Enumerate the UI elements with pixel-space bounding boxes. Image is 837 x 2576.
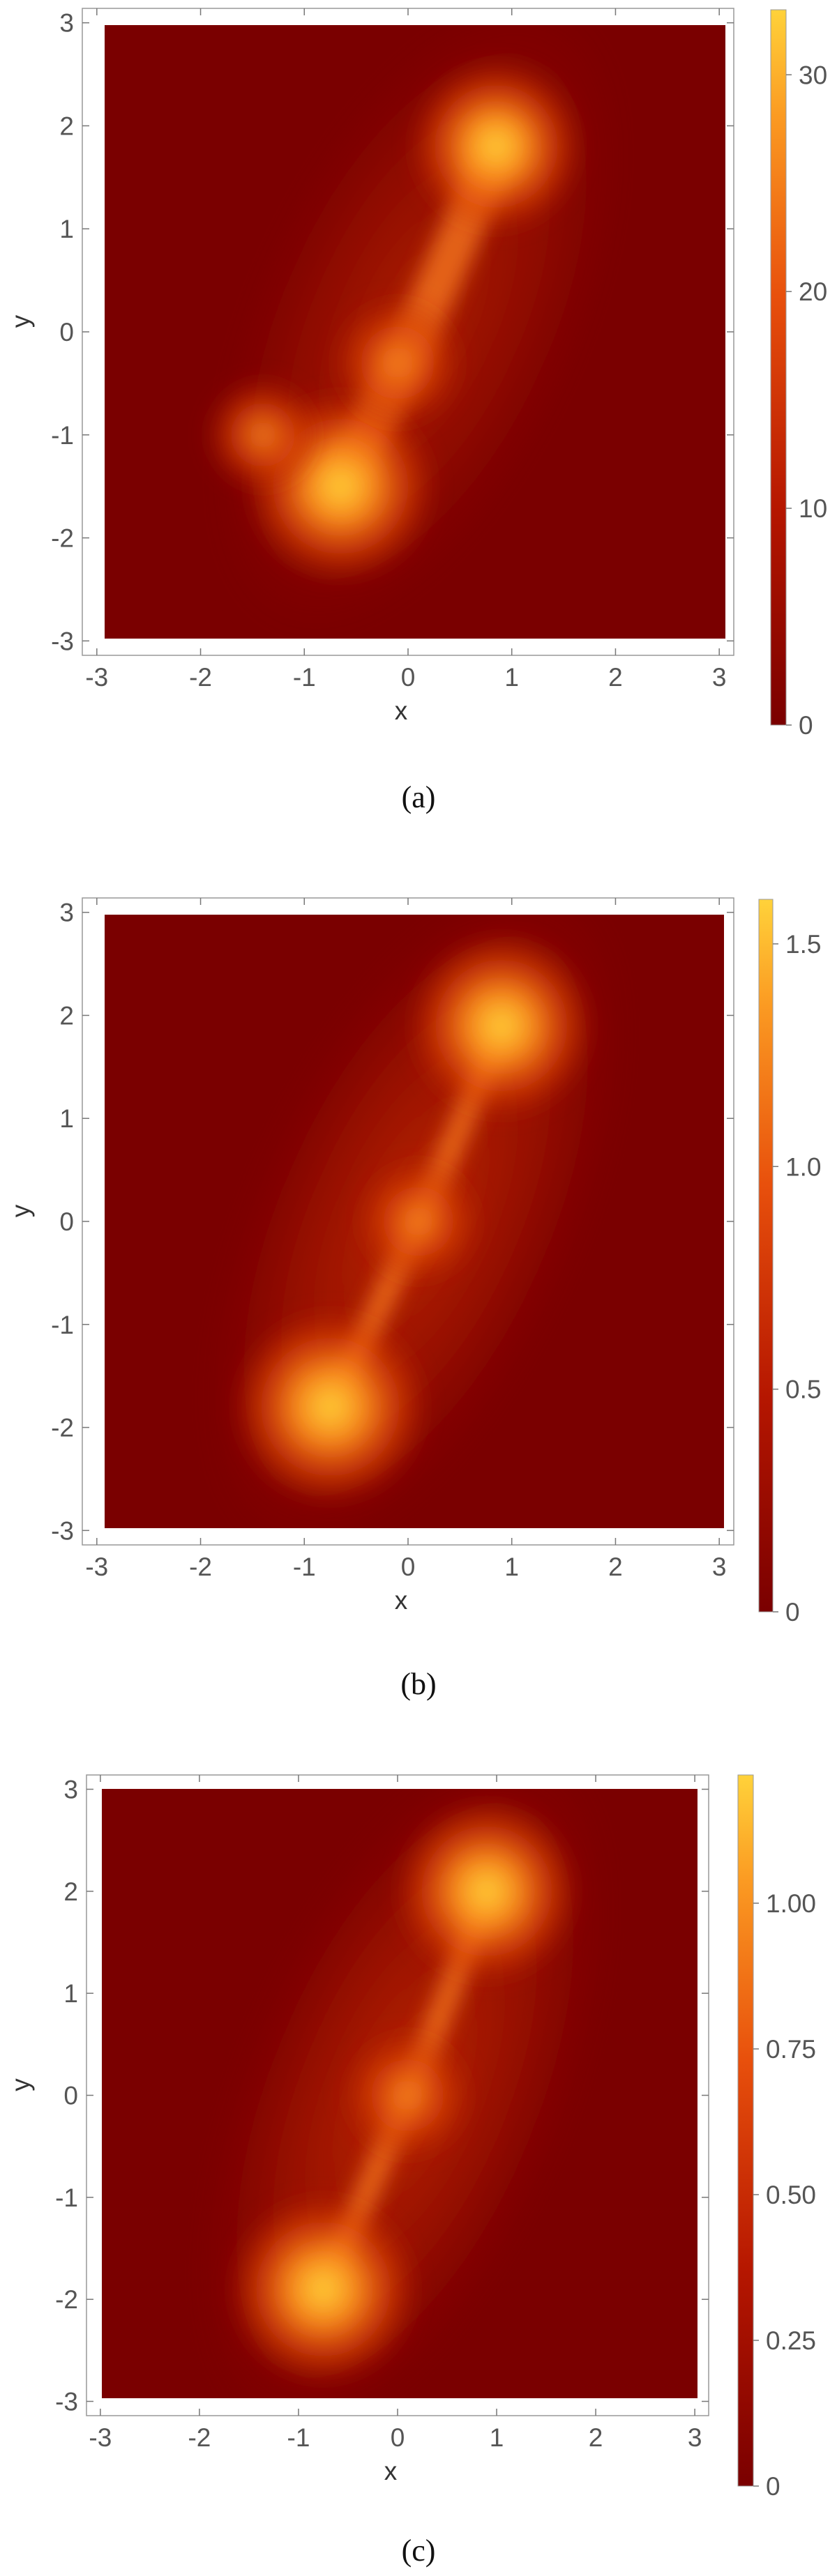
x-tick-label: -2	[188, 2423, 211, 2452]
x-tick-label: 2	[589, 2423, 603, 2452]
y-tick-label: -3	[51, 1516, 74, 1545]
colorbar-tick-label: 10	[799, 494, 827, 523]
y-tick-label: 1	[63, 1979, 78, 2008]
heatmap-intensity	[202, 25, 624, 639]
intensity-blob-4	[202, 374, 324, 496]
colorbar-tick-label: 0.75	[766, 2035, 816, 2064]
y-tick-label: -3	[55, 2388, 78, 2416]
heatmap-intensity	[205, 915, 626, 1528]
y-axis-title: y	[6, 2078, 35, 2091]
x-tick-label: 0	[391, 2423, 405, 2452]
y-tick-label: -2	[51, 1414, 74, 1442]
intensity-blob-3	[328, 293, 468, 433]
intensity-blob-2	[407, 58, 585, 235]
x-tick-label: -1	[293, 1553, 316, 1581]
intensity-blob-3	[338, 2026, 476, 2165]
colorbar	[770, 9, 787, 726]
y-tick-label: 3	[63, 1775, 78, 1804]
heatmap-intensity	[199, 1789, 611, 2398]
x-tick-label: 1	[504, 663, 519, 692]
y-tick-label: 2	[59, 112, 74, 140]
colorbar-tick-label: 1.5	[785, 930, 821, 959]
y-tick-label: 0	[59, 318, 74, 346]
panel-caption: (c)	[402, 2533, 436, 2568]
x-tick-label: -1	[293, 663, 316, 692]
y-tick-label: 2	[59, 1001, 74, 1030]
colorbar-tick-label: 0	[799, 711, 813, 740]
y-tick-label: 0	[63, 2082, 78, 2110]
colorbar-tick-label: 30	[799, 61, 827, 89]
panel-caption: (a)	[402, 780, 436, 814]
intensity-blob-2	[406, 930, 597, 1121]
x-tick-label: -1	[287, 2423, 310, 2452]
colorbar	[737, 1774, 754, 2487]
y-tick-label: -1	[51, 421, 74, 450]
x-axis-title: x	[384, 2457, 398, 2485]
intensity-blob-1	[230, 1306, 430, 1507]
y-tick-label: -1	[55, 2183, 78, 2212]
x-tick-label: 3	[712, 1553, 727, 1581]
x-tick-label: 3	[688, 2423, 702, 2452]
x-axis-title: x	[395, 1586, 408, 1615]
y-tick-label: 2	[63, 1877, 78, 1906]
intensity-blob-1	[226, 2192, 421, 2386]
heatmap-panel-2: -3 -2 -1 0 1 2 3 3 2 1 0 -1 -2 -3 x y 1.5 1.0 0.5 0 (b)	[6, 897, 821, 1701]
colorbar-tick-label: 1.0	[785, 1152, 821, 1181]
x-tick-label: -2	[189, 1553, 212, 1581]
x-tick-label: 1	[504, 1553, 519, 1581]
y-tick-label: -2	[51, 524, 74, 553]
y-tick-label: 1	[59, 1104, 74, 1133]
x-tick-label: -3	[89, 2423, 112, 2452]
y-axis-title: y	[6, 314, 35, 328]
intensity-blob-3	[352, 1155, 485, 1288]
x-tick-label: -3	[85, 663, 108, 692]
x-tick-label: -3	[85, 1553, 108, 1581]
colorbar-tick-label: 1.00	[766, 1889, 816, 1918]
panel-caption: (b)	[400, 1667, 436, 1701]
colorbar	[758, 899, 774, 1613]
y-tick-label: 3	[59, 9, 74, 38]
heatmap-panel-3: -3 -2 -1 0 1 2 3 3 2 1 0 -1 -2 -3 x y 1.00 0.75 0.50 0.25 0 (…	[6, 1774, 816, 2568]
x-tick-label: 0	[401, 663, 416, 692]
x-tick-label: 0	[401, 1553, 416, 1581]
y-tick-label: -1	[51, 1311, 74, 1339]
y-tick-label: 0	[59, 1207, 74, 1236]
colorbar-tick-label: 0.5	[785, 1375, 821, 1404]
x-tick-label: 2	[608, 663, 623, 692]
y-tick-label: 1	[59, 215, 74, 243]
y-tick-label: -2	[55, 2285, 78, 2314]
x-tick-label: 3	[712, 663, 727, 692]
colorbar-tick-label: 20	[799, 277, 827, 306]
colorbar-tick-label: 0	[785, 1598, 800, 1626]
x-tick-label: -2	[189, 663, 212, 692]
x-tick-label: 1	[490, 2423, 504, 2452]
colorbar-tick-label: 0	[766, 2472, 781, 2501]
y-tick-label: 3	[59, 899, 74, 927]
intensity-blob-2	[393, 1797, 581, 1986]
x-tick-label: 2	[608, 1553, 623, 1581]
colorbar-tick-label: 0.25	[766, 2326, 816, 2355]
colorbar-tick-label: 0.50	[766, 2181, 816, 2209]
x-axis-title: x	[395, 696, 408, 725]
y-tick-label: -3	[51, 627, 74, 655]
y-axis-title: y	[6, 1204, 35, 1217]
